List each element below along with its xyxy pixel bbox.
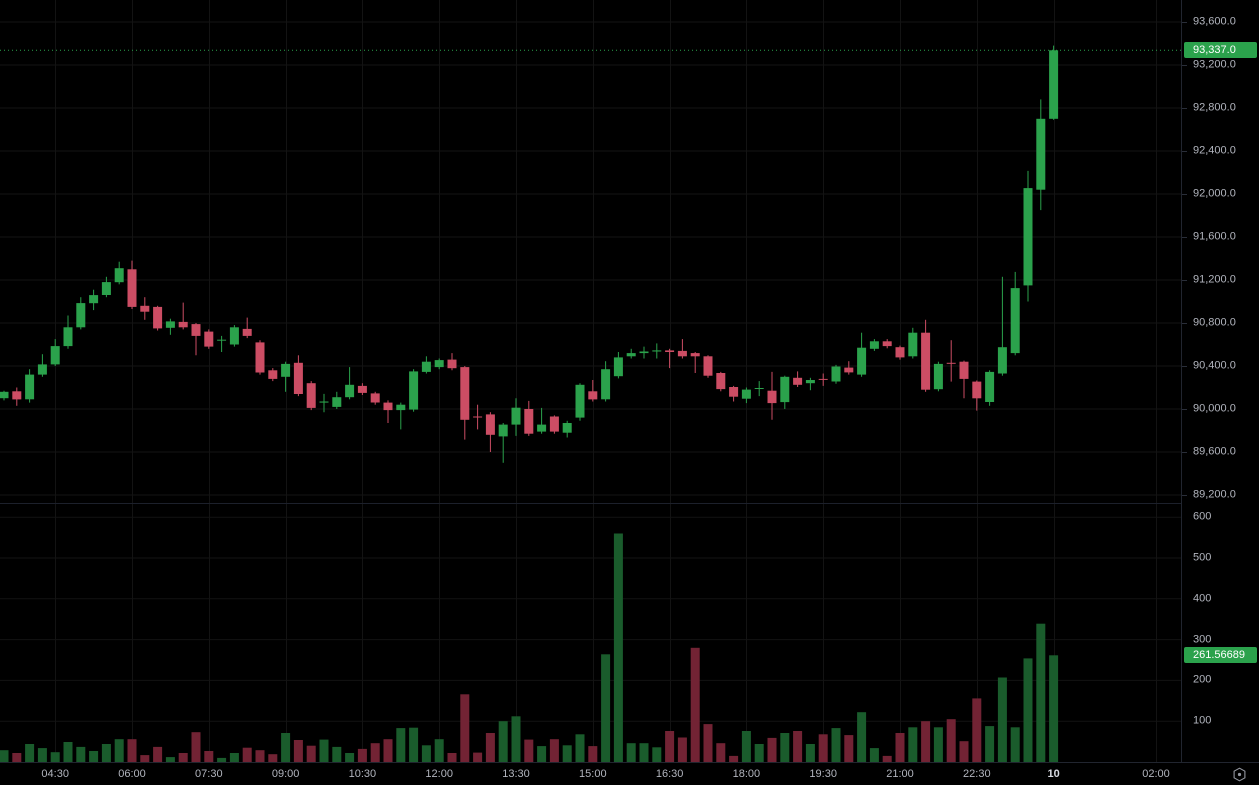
time-tick-label: 22:30 [963, 768, 991, 780]
volume-tick-label: 100 [1193, 714, 1212, 727]
time-tick-label: 18:00 [732, 768, 761, 780]
axis-tickmark [1182, 280, 1187, 281]
time-tick-label: 07:30 [195, 768, 223, 780]
axis-tickmark [1182, 22, 1187, 23]
price-tick-label: 93,200.0 [1193, 58, 1236, 71]
price-tick-label: 90,800.0 [1193, 316, 1236, 329]
volume-tick-label: 300 [1193, 633, 1212, 646]
time-tick-label: 10 [1047, 768, 1060, 780]
time-tick-label: 13:30 [502, 768, 530, 780]
volume-tick-label: 500 [1193, 551, 1212, 564]
last-price-badge: 93,337.0 [1184, 42, 1257, 59]
pane-separator[interactable] [0, 503, 1181, 504]
price-scale-axis[interactable]: 93,600.0 93,200.0 92,800.0 92,400.0 92,000.0… [1181, 0, 1259, 762]
axis-tickmark [1182, 108, 1187, 109]
time-tick-label: 09:00 [271, 768, 300, 780]
price-tick-label: 93,600.0 [1193, 15, 1236, 28]
volume-tick-label: 600 [1193, 510, 1212, 523]
price-tick-label: 90,000.0 [1193, 402, 1236, 415]
time-tick-label: 19:30 [809, 768, 837, 780]
price-tick-label: 89,600.0 [1193, 445, 1236, 458]
price-tick-label: 92,000.0 [1193, 187, 1236, 200]
candlestick-chart[interactable] [0, 0, 1181, 762]
time-tick-label: 10:30 [348, 768, 377, 780]
time-tick-label: 04:30 [41, 768, 69, 780]
axis-tickmark [1182, 323, 1187, 324]
axis-tickmark [1182, 237, 1187, 238]
time-tick-label: 02:00 [1142, 768, 1170, 780]
price-tick-label: 91,600.0 [1193, 230, 1236, 243]
time-tick-label: 21:00 [886, 768, 914, 780]
time-scale-axis[interactable]: 04:30 06:00 07:30 09:00 10:30 12:00 13:30 15:00… [0, 762, 1259, 785]
axis-tickmark [1182, 366, 1187, 367]
timezone-settings-icon[interactable] [1232, 767, 1247, 782]
volume-tick-label: 400 [1193, 592, 1212, 605]
volume-tick-label: 200 [1193, 673, 1212, 686]
axis-tickmark [1182, 409, 1187, 410]
axis-tickmark [1182, 65, 1187, 66]
time-tick-label: 15:00 [579, 768, 607, 780]
time-tick-label: 06:00 [118, 768, 146, 780]
axis-tickmark [1182, 151, 1187, 152]
price-tick-label: 89,200.0 [1193, 488, 1236, 501]
price-tick-label: 91,200.0 [1193, 273, 1236, 286]
chart-plot-area[interactable] [0, 0, 1181, 762]
time-tick-label: 12:00 [425, 768, 453, 780]
axis-tickmark [1182, 452, 1187, 453]
price-tick-label: 92,400.0 [1193, 144, 1236, 157]
last-volume-badge: 261.56689 [1184, 647, 1257, 664]
price-tick-label: 90,400.0 [1193, 359, 1236, 372]
axis-tickmark [1182, 495, 1187, 496]
time-tick-label: 16:30 [655, 768, 684, 780]
price-tick-label: 92,800.0 [1193, 101, 1236, 114]
axis-tickmark [1182, 194, 1187, 195]
